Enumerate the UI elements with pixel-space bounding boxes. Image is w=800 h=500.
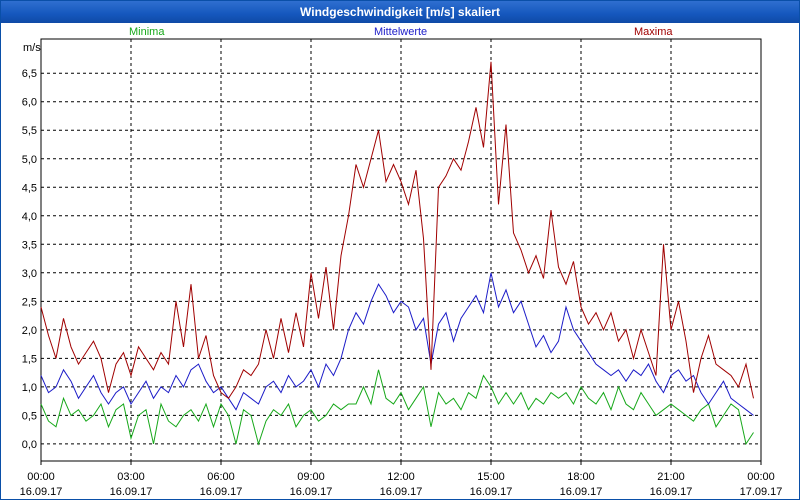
x-tick-date: 16.09.17 [470, 486, 513, 498]
y-tick-label: 5,5 [22, 125, 37, 137]
y-tick-label: 3,0 [22, 268, 37, 280]
x-tick-date: 16.09.17 [200, 486, 243, 498]
x-tick-time: 09:00 [297, 471, 325, 483]
y-tick-label: 0,5 [22, 410, 37, 422]
y-tick-label: 3,5 [22, 239, 37, 251]
x-tick-date: 16.09.17 [110, 486, 153, 498]
y-tick-label: 0,0 [22, 439, 37, 451]
x-tick-date: 16.09.17 [290, 486, 333, 498]
x-tick-time: 06:00 [207, 471, 235, 483]
x-tick-date: 16.09.17 [20, 486, 63, 498]
y-tick-label: 1,5 [22, 353, 37, 365]
window-title: Windgeschwindigkeit [m/s] skaliert [1, 1, 799, 23]
x-tick-date: 16.09.17 [560, 486, 603, 498]
legend-mittelwerte: Mittelwerte [374, 26, 428, 38]
x-tick-time: 18:00 [567, 471, 595, 483]
x-tick-time: 21:00 [657, 471, 685, 483]
y-axis-label: m/s [23, 42, 41, 54]
x-tick-time: 00:00 [27, 471, 55, 483]
series-mittelwerte-line [40, 272, 754, 416]
x-tick-time: 15:00 [477, 471, 505, 483]
legend-maxima: Maxima [634, 26, 673, 38]
y-tick-label: 2,5 [22, 296, 37, 308]
x-tick-date: 16.09.17 [380, 486, 423, 498]
plot-frame [40, 38, 762, 462]
y-tick-label: 4,5 [22, 182, 37, 194]
x-tick-time: 00:00 [747, 471, 775, 483]
x-tick-date: 16.09.17 [650, 486, 693, 498]
y-tick-label: 1,0 [22, 382, 37, 394]
x-tick-time: 03:00 [117, 471, 145, 483]
x-tick-date: 17.09.17 [740, 486, 783, 498]
y-tick-label: 6,0 [22, 97, 37, 109]
y-tick-label: 4,0 [22, 211, 37, 223]
legend-minima: Minima [129, 26, 165, 38]
y-tick-label: 6,5 [22, 68, 37, 80]
y-tick-label: 5,0 [22, 154, 37, 166]
x-tick-time: 12:00 [387, 471, 415, 483]
series-maxima-line [40, 61, 754, 400]
y-tick-label: 2,0 [22, 325, 37, 337]
series-minima-line [40, 369, 754, 446]
